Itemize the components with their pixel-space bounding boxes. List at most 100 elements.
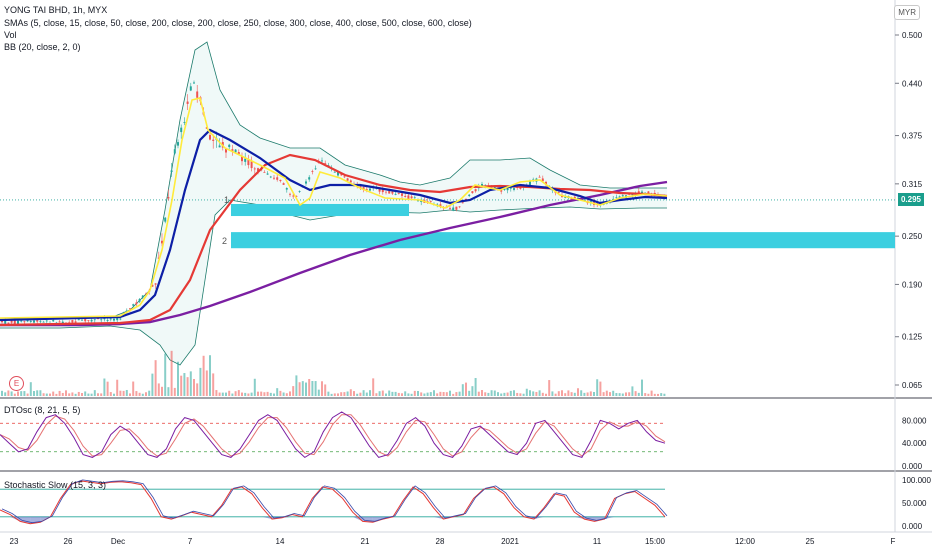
- volume-bar: [148, 390, 151, 396]
- time-tick-label: 28: [436, 537, 445, 546]
- price-candle: [61, 321, 64, 324]
- price-candle: [385, 191, 387, 193]
- volume-bar: [650, 390, 653, 396]
- volume-bar: [509, 390, 512, 396]
- volume-bar: [532, 391, 535, 396]
- volume-bar: [404, 391, 407, 396]
- price-candle: [404, 195, 407, 197]
- sma-50-line: [0, 153, 668, 327]
- volume-bar: [237, 390, 240, 396]
- volume-bar: [637, 392, 640, 396]
- volume-bar: [589, 391, 592, 396]
- price-candle: [308, 177, 311, 180]
- currency-label[interactable]: MYR: [894, 5, 920, 20]
- volume-bar: [452, 393, 455, 396]
- volume-bar: [343, 392, 346, 396]
- price-candle: [4, 320, 7, 324]
- volume-bar: [58, 390, 61, 396]
- volume-bar: [564, 393, 567, 396]
- time-tick-label: F: [891, 537, 896, 546]
- stochastic-tick-label: 100.000: [902, 476, 931, 485]
- volume-bar: [84, 391, 87, 396]
- volume-bar: [647, 393, 650, 396]
- earnings-event-icon[interactable]: E: [9, 376, 24, 391]
- volume-bar: [487, 392, 490, 396]
- volume-bar: [362, 390, 365, 396]
- sma-5-line: [0, 97, 668, 319]
- price-candle: [183, 122, 186, 123]
- price-candle: [45, 320, 48, 322]
- volume-bar: [129, 393, 131, 396]
- price-candle: [410, 196, 413, 199]
- volume-bar: [529, 390, 531, 396]
- price-candle: [241, 156, 243, 162]
- price-candle: [84, 318, 87, 322]
- volume-bar: [77, 391, 80, 396]
- price-candle: [452, 207, 455, 211]
- price-candle: [541, 178, 544, 182]
- volume-bar: [468, 390, 471, 396]
- time-tick-label: 7: [188, 537, 193, 546]
- price-candle: [68, 322, 71, 324]
- price-candle: [26, 320, 29, 322]
- price-candle: [103, 318, 106, 320]
- volume-bar: [513, 390, 515, 396]
- volume-bar: [346, 391, 349, 396]
- volume-bar: [449, 390, 451, 396]
- volume-bar: [65, 390, 67, 396]
- price-candle: [209, 135, 211, 140]
- price-candle: [231, 149, 234, 152]
- volume-bar: [493, 390, 496, 396]
- volume-bar: [369, 390, 371, 396]
- volume-bar: [71, 392, 74, 396]
- volume-bar: [10, 391, 13, 396]
- price-candle: [87, 320, 90, 322]
- volume-bar: [90, 393, 93, 396]
- volume-bar: [445, 392, 448, 396]
- price-candle: [292, 195, 295, 197]
- volume-bar: [29, 382, 32, 396]
- volume-bar: [39, 390, 42, 396]
- volume-bar: [583, 392, 586, 396]
- volume-bar: [135, 391, 138, 396]
- volume-bar: [545, 393, 547, 396]
- volume-bar: [314, 381, 317, 396]
- volume-bar: [250, 392, 253, 396]
- volume-bar: [74, 393, 77, 396]
- price-candle: [413, 197, 416, 199]
- price-candle: [506, 187, 509, 191]
- price-candle: [407, 195, 410, 199]
- stochastic-legend: Stochastic Slow (15, 3, 3): [4, 480, 107, 490]
- volume-bar: [356, 393, 359, 396]
- price-tick-label: 0.315: [902, 180, 923, 189]
- price-candle: [391, 191, 394, 194]
- price-candle: [362, 187, 365, 190]
- volume-bar: [577, 388, 579, 396]
- volume-bar: [586, 392, 589, 396]
- price-candle: [167, 197, 170, 199]
- volume-bar: [657, 393, 659, 396]
- price-candle: [71, 320, 74, 323]
- volume-bar: [42, 393, 45, 396]
- volume-bar: [535, 391, 538, 396]
- price-candle: [39, 321, 42, 323]
- price-candle: [170, 170, 173, 173]
- price-candle: [532, 179, 535, 181]
- volume-bar: [244, 392, 247, 396]
- stochastic-tick-label: 50.000: [902, 499, 927, 508]
- volume-bar: [4, 392, 7, 396]
- volume-bar: [183, 373, 186, 396]
- volume-bar: [321, 381, 323, 396]
- volume-bar: [167, 387, 170, 396]
- volume-bar: [199, 367, 202, 396]
- volume-bar: [394, 391, 397, 396]
- price-candle: [468, 194, 471, 196]
- price-candle: [449, 207, 451, 209]
- price-candle: [417, 200, 419, 202]
- price-candle: [615, 197, 618, 199]
- price-candle: [298, 191, 301, 192]
- volume-bar: [340, 392, 343, 396]
- volume-bar: [205, 370, 208, 396]
- sma-200-line: [0, 180, 668, 327]
